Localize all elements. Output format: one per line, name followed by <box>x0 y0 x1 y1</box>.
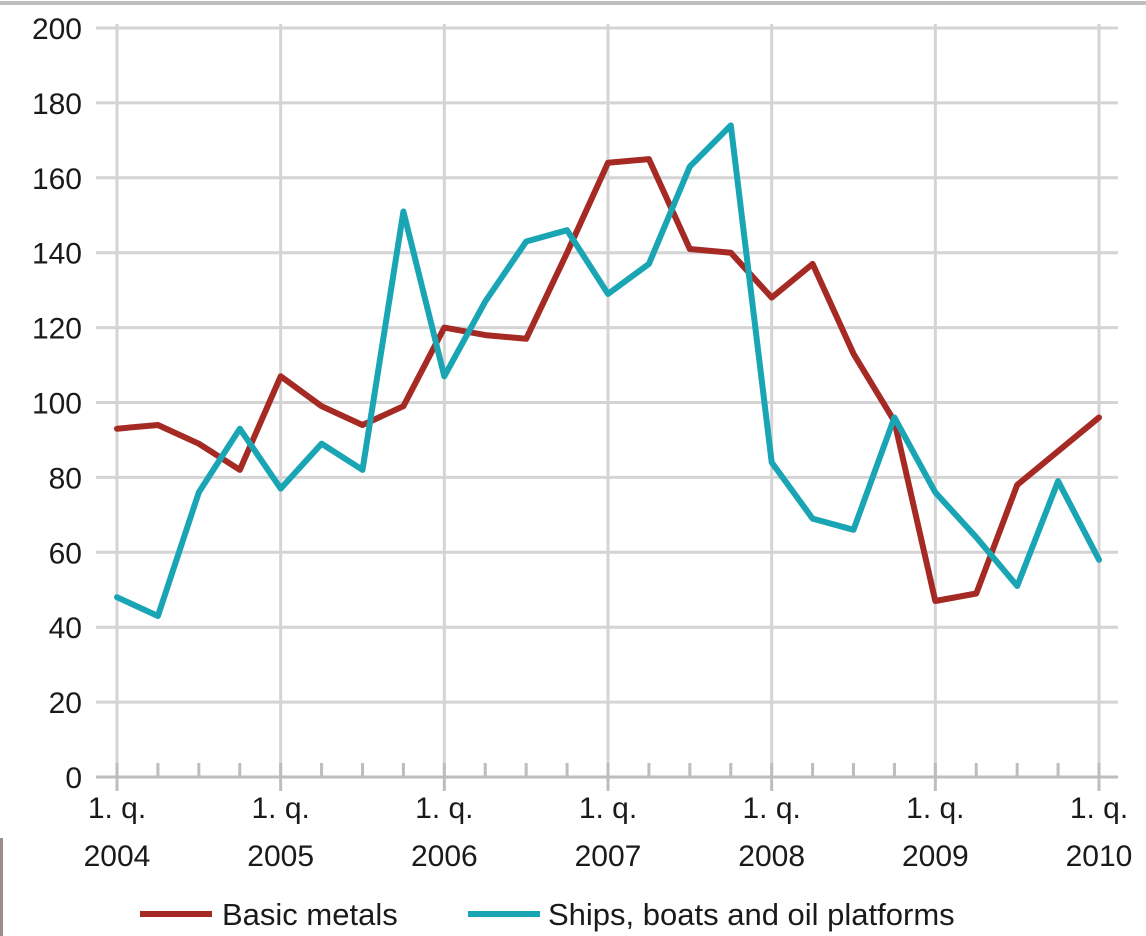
x-tick-label-quarter: 1. q. <box>742 792 800 825</box>
x-tick-label-year: 2009 <box>902 840 969 873</box>
x-tick-label-quarter: 1. q. <box>579 792 637 825</box>
x-tick-label-quarter: 1. q. <box>88 792 146 825</box>
series-lines <box>114 122 1102 619</box>
y-tick-label: 200 <box>32 13 82 46</box>
x-tick-label-year: 2006 <box>411 840 478 873</box>
x-tick-label-year: 2008 <box>738 840 805 873</box>
y-axis-tick-labels: 0 20 40 60 80 100 120 140 160 180 200 <box>32 13 82 795</box>
y-tick-label: 40 <box>49 612 82 645</box>
y-tick-label: 100 <box>32 388 82 421</box>
x-tick-label-year: 2004 <box>84 840 151 873</box>
y-tick-label: 180 <box>32 88 82 121</box>
y-tick-label: 0 <box>65 762 82 795</box>
x-tick-label-quarter: 1. q. <box>1070 792 1128 825</box>
x-tick-label-quarter: 1. q. <box>251 792 309 825</box>
y-tick-label: 80 <box>49 462 82 495</box>
legend-label: Basic metals <box>222 897 398 932</box>
x-tick-label-quarter: 1. q. <box>415 792 473 825</box>
y-tick-label: 140 <box>32 238 82 271</box>
x-tick-label-year: 2007 <box>575 840 642 873</box>
legend-label: Ships, boats and oil platforms <box>548 897 955 932</box>
y-tick-label: 160 <box>32 163 82 196</box>
x-axis: 1. q. 2004 1. q. 2005 1. q. 2006 1. q. 2007 1. q… <box>84 763 1133 873</box>
series-line-basic-metals <box>114 156 1102 604</box>
x-tick-label-quarter: 1. q. <box>906 792 964 825</box>
x-tick-label-year: 2010 <box>1066 840 1133 873</box>
y-tick-label: 60 <box>49 537 82 570</box>
y-tick-label: 120 <box>32 313 82 346</box>
gridlines <box>96 24 1118 777</box>
legend: Basic metals Ships, boats and oil platfor… <box>140 897 955 932</box>
series-line-ships-boats-oil-platforms <box>114 122 1102 619</box>
x-tick-label-year: 2005 <box>247 840 314 873</box>
y-tick-label: 20 <box>49 687 82 720</box>
